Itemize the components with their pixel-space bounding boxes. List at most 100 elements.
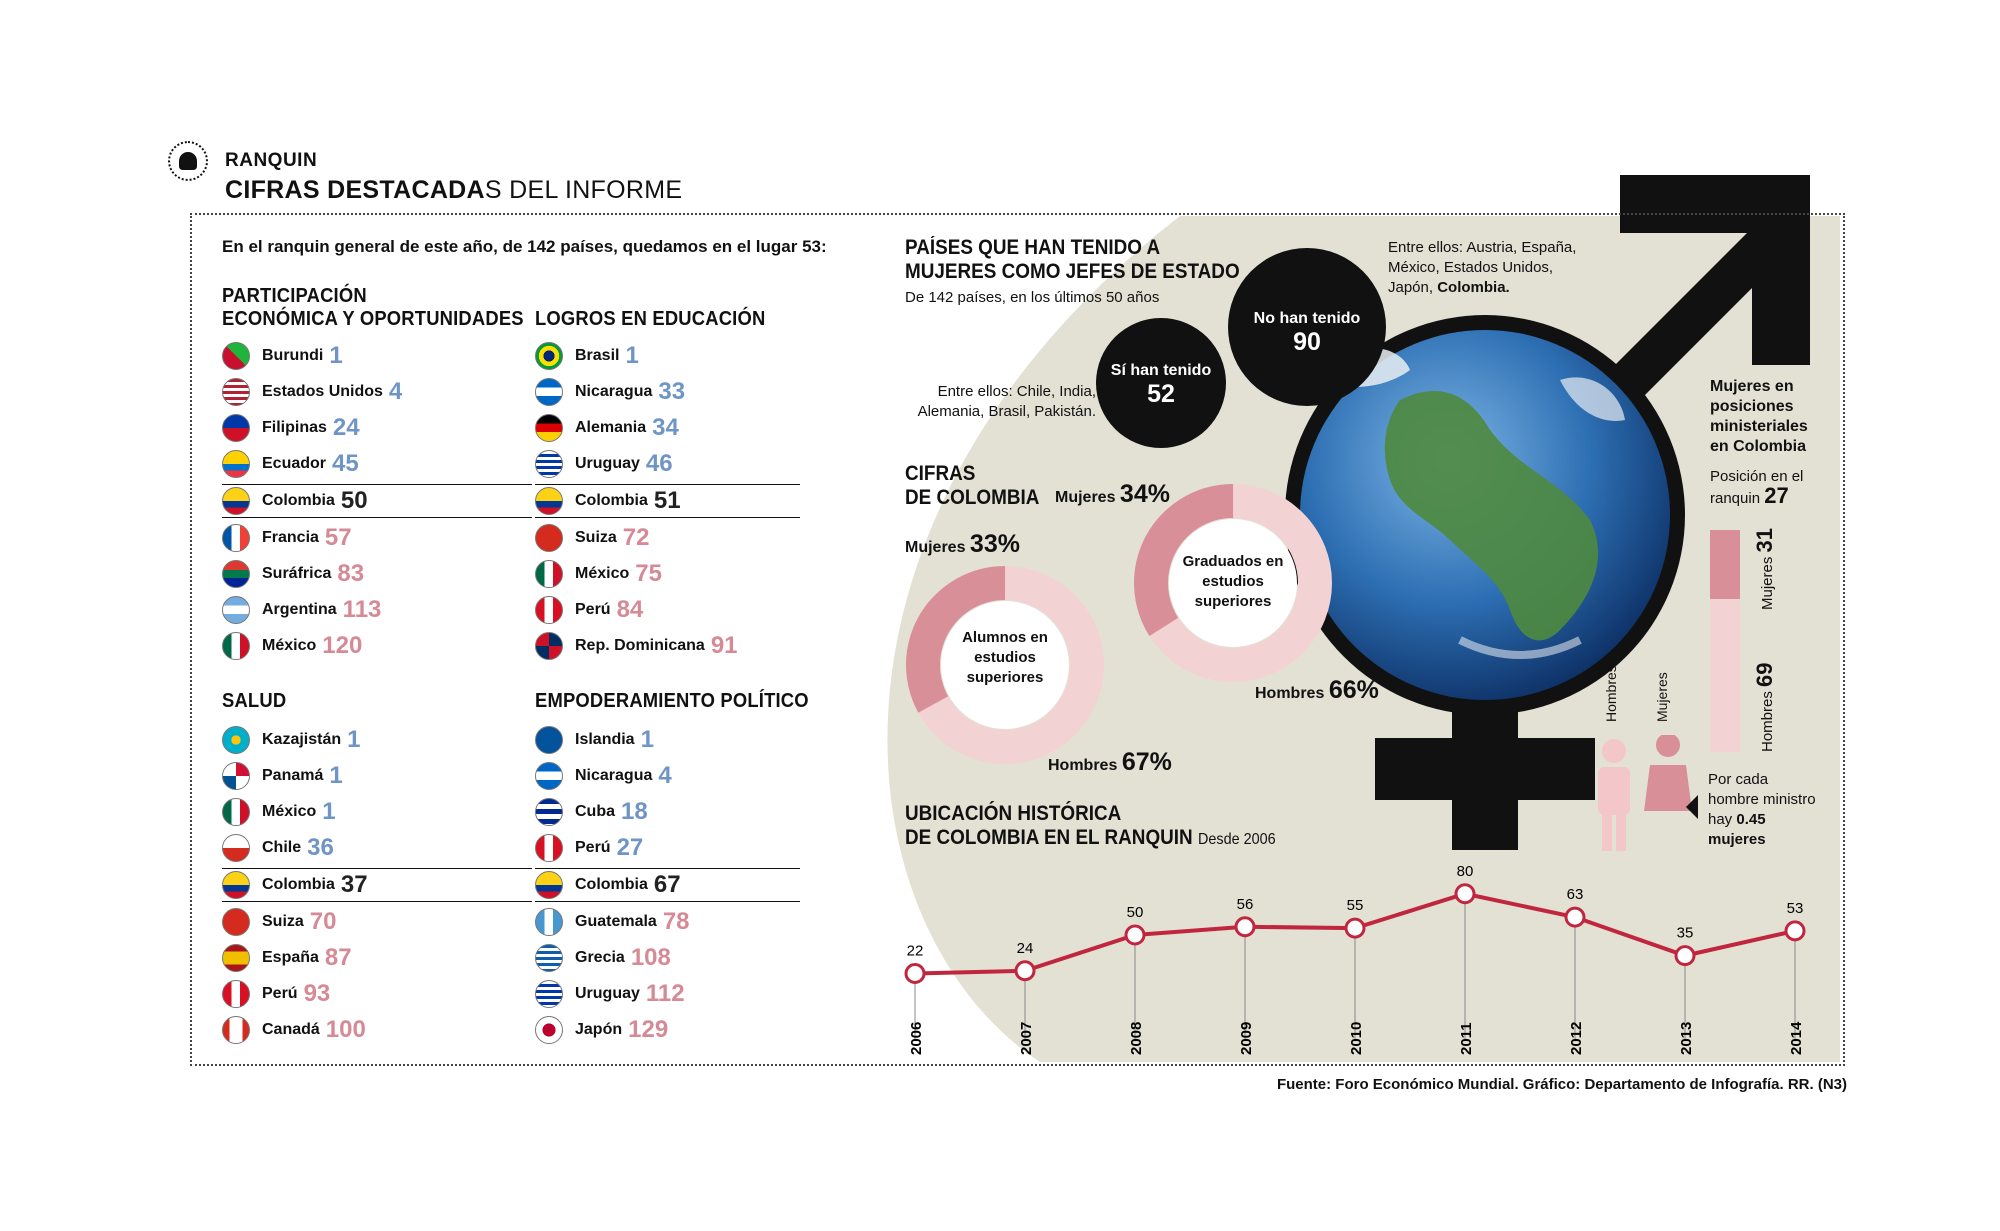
nicaragua-flag-icon <box>535 378 563 406</box>
list-item: Perú 84 <box>535 592 800 628</box>
philippines-flag-icon <box>222 414 250 442</box>
list-item: Islandia 1 <box>535 722 800 758</box>
country-name: Colombia <box>575 876 648 893</box>
country-name: Nicaragua <box>575 383 653 400</box>
country-name: Colombia <box>262 876 335 893</box>
country-name: Panamá <box>262 767 324 784</box>
line-chart-historico: 22 2006 24 2007 50 2008 56 2009 55 2010 80 2011 63 20… <box>904 863 1806 1055</box>
list-item: México 75 <box>535 556 800 592</box>
alumnos-hombres-label: Hombres 67% <box>1048 748 1172 776</box>
list-item: Uruguay 46 <box>535 446 800 482</box>
country-rank: 36 <box>307 834 334 861</box>
list-item: Panamá 1 <box>222 758 532 794</box>
country-rank: 1 <box>329 342 343 369</box>
country-rank: 113 <box>342 596 382 623</box>
colombia-flag-icon <box>222 871 250 899</box>
country-rank: 120 <box>322 632 363 659</box>
brand-label: RANQUIN <box>225 150 318 171</box>
chile-flag-icon <box>222 834 250 862</box>
dominican-republic-flag-icon <box>535 632 563 660</box>
country-rank: 67 <box>653 871 681 898</box>
icon-mujeres-label: Mujeres <box>1654 672 1670 722</box>
country-name: Colombia <box>262 492 335 509</box>
x-tick-label: 2013 <box>1678 1022 1695 1055</box>
ranking-list-participacion: Burundi 1 Estados Unidos 4 Filipinas 24 Ecuado… <box>222 338 532 664</box>
data-point <box>1344 917 1366 939</box>
list-item: Kazajistán 1 <box>222 722 532 758</box>
list-item: Japón 129 <box>535 1012 800 1048</box>
kazakhstan-flag-icon <box>222 726 250 754</box>
country-rank: 1 <box>329 762 343 789</box>
list-item: Colombia 50 <box>222 484 532 518</box>
country-name: Suiza <box>575 529 617 546</box>
guatemala-flag-icon <box>535 908 563 936</box>
iceland-flag-icon <box>535 726 563 754</box>
country-name: Burundi <box>262 347 324 364</box>
jefes-title: PAÍSES QUE HAN TENIDO A MUJERES COMO JEF… <box>905 236 1240 283</box>
country-name: Argentina <box>262 601 337 618</box>
country-rank: 112 <box>645 980 685 1007</box>
data-point <box>1124 924 1146 946</box>
country-name: Guatemala <box>575 913 657 930</box>
colombia-flag-icon <box>222 487 250 515</box>
country-rank: 46 <box>645 450 673 477</box>
data-label: 63 <box>1567 886 1584 903</box>
peru-flag-icon <box>222 980 250 1008</box>
switzerland-flag-icon <box>222 908 250 936</box>
france-flag-icon <box>222 524 250 552</box>
ministerial-bar <box>1710 530 1740 752</box>
list-item: Grecia 108 <box>535 940 800 976</box>
ministerial-bar-mujeres <box>1710 530 1740 599</box>
country-rank: 70 <box>309 908 337 935</box>
country-name: Ecuador <box>262 455 327 472</box>
no-examples: Entre ellos: Austria, España, México, Es… <box>1388 239 1577 296</box>
list-item: Guatemala 78 <box>535 904 800 940</box>
data-point <box>1674 945 1696 967</box>
country-rank: 24 <box>332 414 360 441</box>
list-item: Burundi 1 <box>222 338 532 374</box>
country-rank: 45 <box>332 450 359 477</box>
ministerial-hombres-label: Hombres 69 <box>1752 662 1777 752</box>
list-item: Perú 93 <box>222 976 532 1012</box>
colombia-flag-icon <box>535 871 563 899</box>
list-item: Nicaragua 4 <box>535 758 800 794</box>
list-item: Estados Unidos 4 <box>222 374 532 410</box>
section-title-participacion: PARTICIPACIÓN ECONÓMICA Y OPORTUNIDADES <box>222 285 524 330</box>
country-name: Estados Unidos <box>262 383 383 400</box>
uruguay-flag-icon <box>535 980 563 1008</box>
list-item: México 120 <box>222 628 532 664</box>
country-name: Alemania <box>575 419 647 436</box>
germany-flag-icon <box>535 414 563 442</box>
country-name: Colombia <box>575 492 648 509</box>
mexico-flag-icon <box>535 560 563 588</box>
country-name: Perú <box>575 601 611 618</box>
x-tick-label: 2014 <box>1788 1021 1805 1055</box>
data-label: 50 <box>1127 904 1144 921</box>
list-item: Rep. Dominicana 91 <box>535 628 800 664</box>
country-name: Uruguay <box>575 985 640 1002</box>
country-rank: 100 <box>325 1016 366 1043</box>
list-item: Brasil 1 <box>535 338 800 374</box>
section-title-politico: EMPODERAMIENTO POLÍTICO <box>535 690 809 712</box>
list-item: Suráfrica 83 <box>222 556 532 592</box>
x-tick-label: 2011 <box>1458 1022 1475 1055</box>
country-rank: 1 <box>625 342 639 369</box>
list-item: Uruguay 112 <box>535 976 800 1012</box>
donut-graduados-label: Graduados en estudios superiores <box>1182 553 1284 610</box>
graduados-mujeres-label: Mujeres 34% <box>1055 480 1170 508</box>
x-tick-label: 2006 <box>908 1022 925 1055</box>
greece-flag-icon <box>535 944 563 972</box>
infographic-frame <box>190 213 1845 1066</box>
cuba-flag-icon <box>535 798 563 826</box>
list-item: México 1 <box>222 794 532 830</box>
ministerial-mujeres-label: Mujeres 31 <box>1752 527 1777 610</box>
data-point <box>1234 916 1256 938</box>
x-tick-label: 2007 <box>1018 1022 1035 1055</box>
country-rank: 51 <box>653 487 681 514</box>
section-title-educacion: LOGROS EN EDUCACIÓN <box>535 308 766 330</box>
x-tick-label: 2008 <box>1128 1022 1145 1055</box>
country-rank: 27 <box>616 834 644 861</box>
country-name: Grecia <box>575 949 625 966</box>
list-item: Argentina 113 <box>222 592 532 628</box>
list-item: Suiza 70 <box>222 904 532 940</box>
